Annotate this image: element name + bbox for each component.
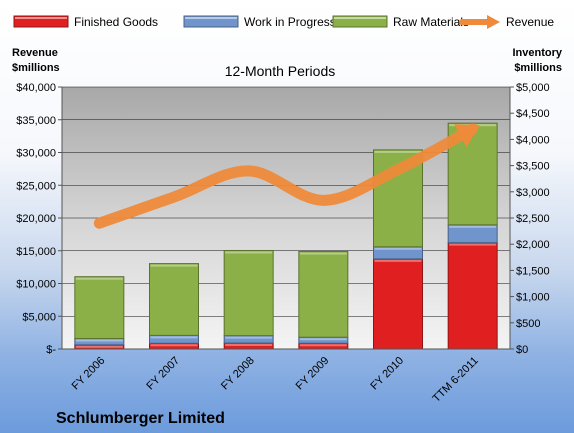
bar-highlight (299, 338, 347, 341)
bar-highlight (449, 243, 497, 246)
right-axis-tick-label: $2,500 (516, 213, 550, 225)
bar-raw-materials (298, 251, 349, 338)
left-axis-tick-label: $30,000 (16, 148, 56, 160)
bar-highlight (75, 345, 123, 348)
legend-swatch-highlight (15, 17, 67, 19)
left-axis-tick-label: $40,000 (16, 82, 56, 94)
category-label: FY 2006 (70, 355, 108, 393)
legend: Finished Goods Work in Progress Raw Materi… (13, 15, 554, 29)
bar-finished-goods (373, 258, 423, 350)
category-label: FY 2010 (368, 355, 406, 393)
bar-raw-materials (149, 263, 199, 336)
bar-highlight (299, 344, 347, 347)
right-axis-tick-label: $3,000 (516, 187, 550, 199)
right-axis-tick-label: $500 (516, 318, 540, 330)
left-axis-tick-label: $- (46, 344, 56, 356)
bar-raw-materials (447, 122, 498, 226)
bar-work-in-progress (74, 338, 125, 346)
bar-highlight (75, 277, 123, 280)
revenue-arrowhead (454, 124, 480, 148)
right-axis-tick-label: $2,000 (516, 239, 550, 251)
revenue-line-layer (93, 123, 480, 229)
company-name: Schlumberger Limited (56, 410, 225, 427)
category-label: FY 2007 (144, 355, 182, 393)
right-axis-tick-label: $4,500 (516, 108, 550, 120)
right-axis-tick-label: $4,000 (516, 134, 550, 146)
legend-arrowhead (487, 15, 500, 29)
bar-raw-materials (223, 249, 274, 337)
bar-highlight (150, 344, 198, 347)
bar-raw-materials (74, 276, 125, 340)
left-axis-tick-label: $5,000 (22, 311, 56, 323)
bar-highlight (374, 150, 422, 153)
left-axis-tick-label: $20,000 (16, 213, 56, 225)
right-axis-tick-label: $0 (516, 344, 528, 356)
left-axis-tick-label: $25,000 (16, 180, 56, 192)
legend-swatch-finished-goods (13, 15, 69, 28)
bar-finished-goods (447, 242, 498, 350)
bar-work-in-progress (298, 336, 349, 344)
right-axis-title-line2: $millions (514, 62, 562, 74)
bars (74, 122, 498, 350)
legend-swatch-work-in-progress (183, 15, 239, 28)
category-label: FY 2008 (219, 355, 257, 393)
legend-swatch-highlight (334, 17, 386, 19)
left-axis-tick-label: $10,000 (16, 279, 56, 291)
left-axis-title-line1: Revenue (12, 47, 58, 59)
category-label: FY 2009 (294, 355, 332, 393)
right-axis-tick-label: $5,000 (516, 82, 550, 94)
right-axis-tick-label: $1,000 (516, 292, 550, 304)
right-axis-title-line1: Inventory (512, 47, 562, 59)
left-axis-title-line2: $millions (12, 62, 60, 74)
bar-highlight (150, 264, 198, 267)
legend-label: Finished Goods (74, 15, 158, 29)
right-axis-tick-label: $1,500 (516, 265, 550, 277)
bar-highlight (299, 252, 347, 255)
legend-label: Revenue (506, 15, 554, 29)
left-axis-tick-label: $35,000 (16, 115, 56, 127)
bar-highlight (225, 336, 273, 339)
legend-label: Raw Materials (393, 15, 469, 29)
bar-highlight (150, 336, 198, 339)
legend-swatch-raw-materials (332, 15, 388, 28)
bar-finished-goods (223, 342, 274, 350)
chart-subtitle: 12-Month Periods (225, 63, 336, 79)
bar-highlight (225, 343, 273, 346)
bar-highlight (449, 225, 497, 228)
category-label: TTM 6-2011 (431, 355, 481, 405)
legend-label: Work in Progress (244, 15, 336, 29)
bar-highlight (374, 259, 422, 262)
right-axis-tick-label: $3,500 (516, 161, 550, 173)
revenue-line (93, 123, 479, 229)
bar-highlight (75, 339, 123, 342)
left-axis-tick-label: $15,000 (16, 246, 56, 258)
bar-highlight (225, 251, 273, 254)
bar-highlight (374, 247, 422, 250)
legend-swatch-highlight (185, 17, 237, 19)
